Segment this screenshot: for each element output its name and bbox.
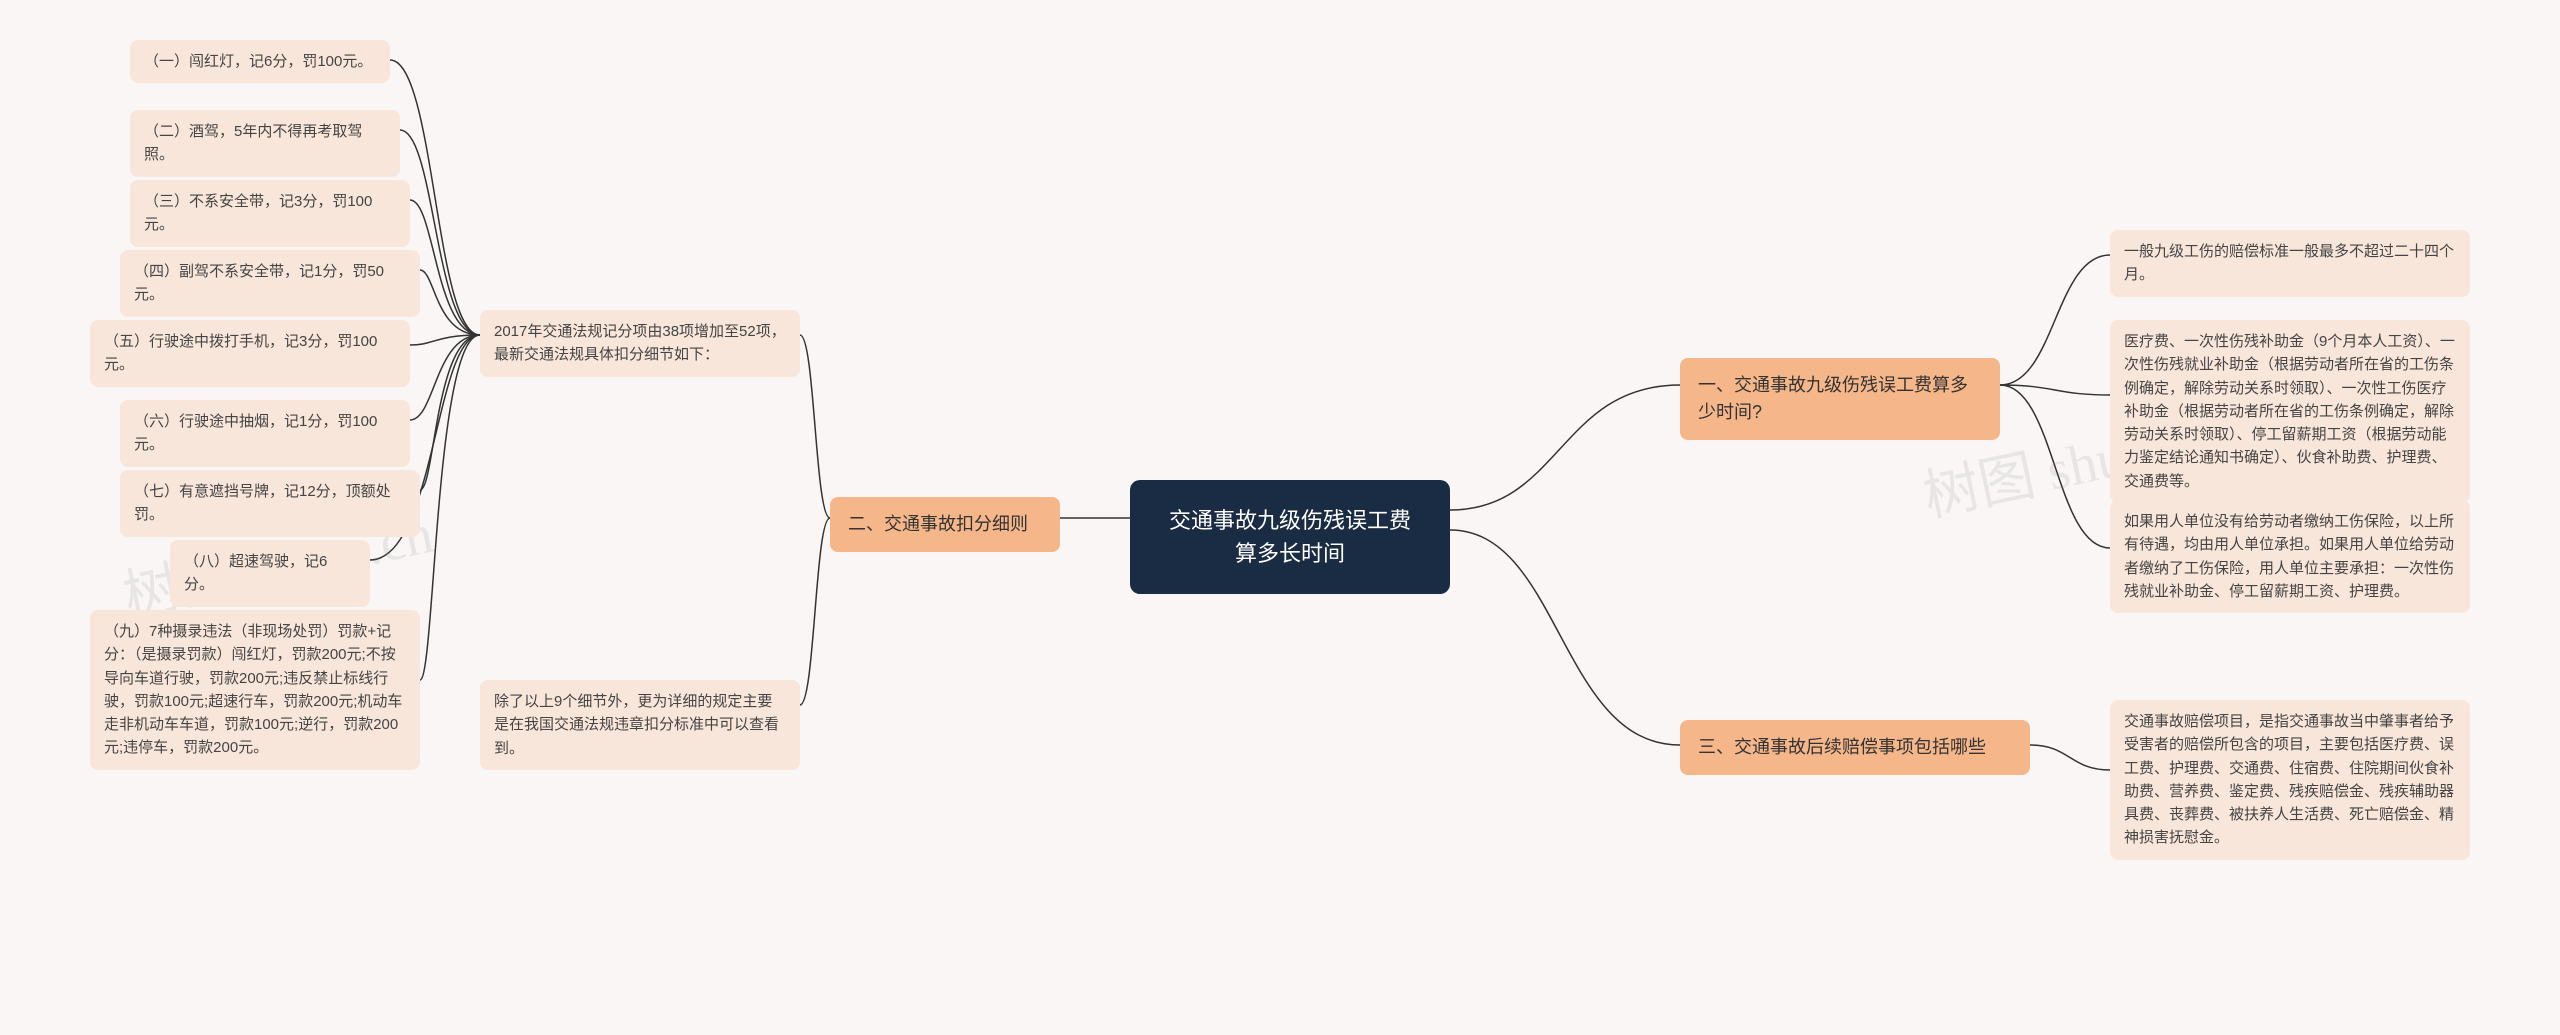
branch-1: 一、交通事故九级伤残误工费算多少时间? (1680, 358, 2000, 440)
b2-item-5: （五）行驶途中拨打手机，记3分，罚100元。 (90, 320, 410, 387)
branch-2: 二、交通事故扣分细则 (830, 497, 1060, 552)
b2-item-1: （一）闯红灯，记6分，罚100元。 (130, 40, 390, 83)
root-line2: 算多长时间 (1158, 537, 1422, 570)
b1-leaf-2: 医疗费、一次性伤残补助金（9个月本人工资）、一次性伤残就业补助金（根据劳动者所在… (2110, 320, 2470, 503)
b2-intro: 2017年交通法规记分项由38项增加至52项，最新交通法规具体扣分细节如下： (480, 310, 800, 377)
b2-item-3: （三）不系安全带，记3分，罚100元。 (130, 180, 410, 247)
b2-note: 除了以上9个细节外，更为详细的规定主要是在我国交通法规违章扣分标准中可以查看到。 (480, 680, 800, 770)
b2-item-7: （七）有意遮挡号牌，记12分，顶额处罚。 (120, 470, 420, 537)
b2-item-9: （九）7种摄录违法（非现场处罚）罚款+记分：（是摄录罚款）闯红灯，罚款200元;… (90, 610, 420, 770)
root-line1: 交通事故九级伤残误工费 (1158, 504, 1422, 537)
b1-leaf-1: 一般九级工伤的赔偿标准一般最多不超过二十四个月。 (2110, 230, 2470, 297)
branch-3: 三、交通事故后续赔偿事项包括哪些 (1680, 720, 2030, 775)
b1-leaf-3: 如果用人单位没有给劳动者缴纳工伤保险，以上所有待遇，均由用人单位承担。如果用人单… (2110, 500, 2470, 613)
b2-item-2: （二）酒驾，5年内不得再考取驾照。 (130, 110, 400, 177)
b3-leaf: 交通事故赔偿项目，是指交通事故当中肇事者给予受害者的赔偿所包含的项目，主要包括医… (2110, 700, 2470, 860)
b2-item-8: （八）超速驾驶，记6分。 (170, 540, 370, 607)
b2-item-4: （四）副驾不系安全带，记1分，罚50元。 (120, 250, 420, 317)
b2-item-6: （六）行驶途中抽烟，记1分，罚100元。 (120, 400, 410, 467)
root-node: 交通事故九级伤残误工费 算多长时间 (1130, 480, 1450, 594)
